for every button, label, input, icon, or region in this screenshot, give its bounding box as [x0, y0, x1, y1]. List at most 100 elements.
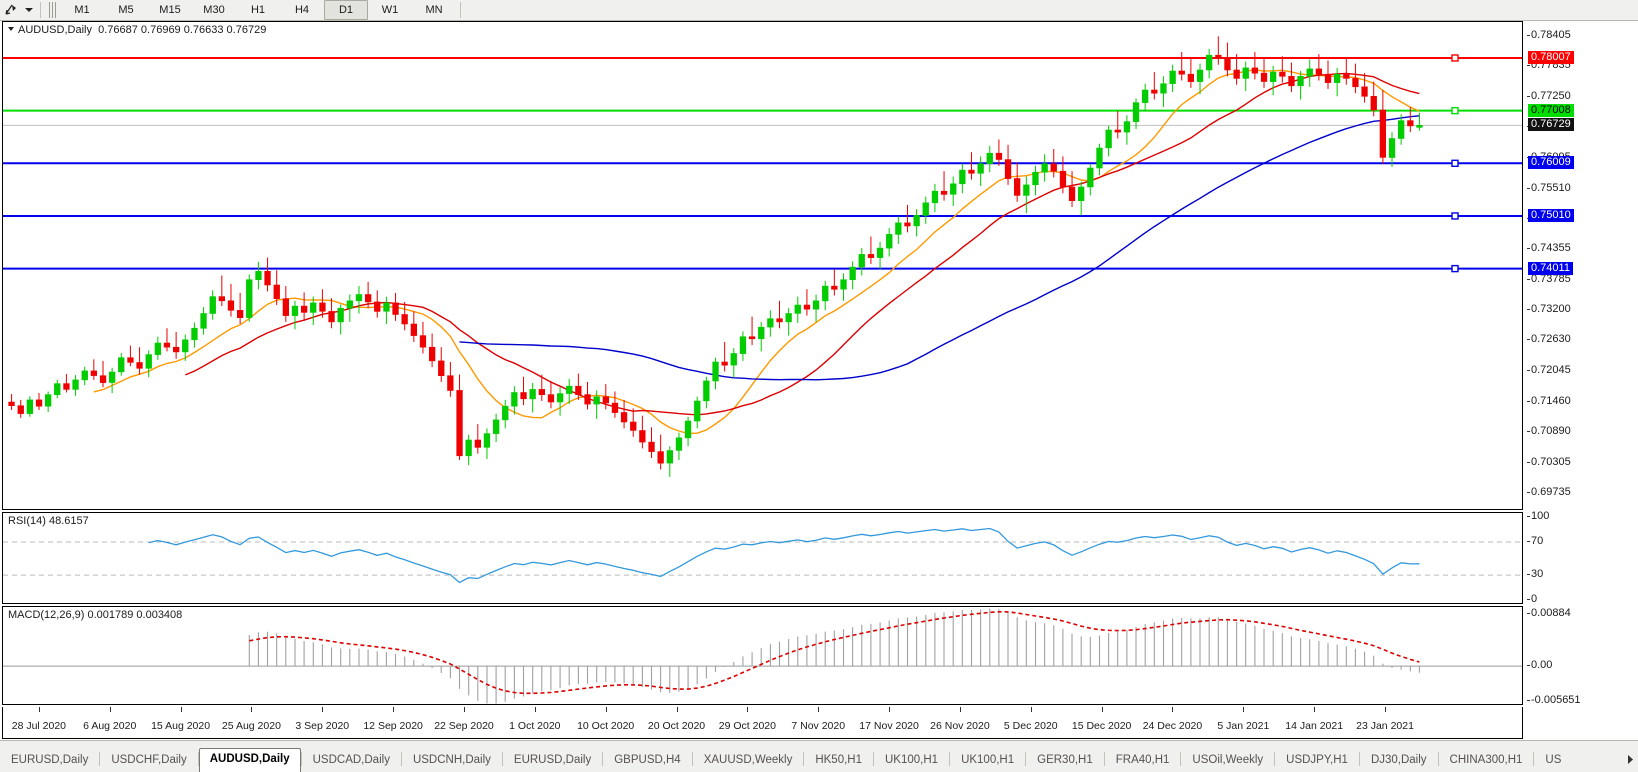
chart-tabs[interactable]: EURUSD,Daily USDCHF,Daily AUDUSD,Daily USDC… — [0, 747, 1622, 772]
timeframe-d1[interactable]: D1 — [324, 0, 368, 20]
timeframe-m1[interactable]: M1 — [74, 4, 90, 16]
candle — [1013, 162, 1021, 202]
chart-tab-bar[interactable]: EURUSD,Daily USDCHF,Daily AUDUSD,Daily USDC… — [0, 740, 1638, 772]
chart-tab-eurusd-daily[interactable]: EURUSD,Daily — [513, 754, 592, 766]
candle-body — [977, 163, 984, 174]
candle — [191, 322, 198, 348]
candle-body — [1215, 54, 1222, 59]
chart-tab-usdchf-daily[interactable]: USDCHF,Daily — [111, 754, 187, 766]
candle — [1407, 106, 1414, 133]
timeframe-m30[interactable]: M30 — [203, 4, 225, 16]
time-tick-mark — [1385, 707, 1387, 712]
candle — [721, 341, 728, 372]
candle-body — [1050, 163, 1057, 172]
chart-tab-uk100-h1[interactable]: UK100,H1 — [885, 754, 939, 766]
timeframe-m5[interactable]: M5 — [118, 4, 134, 16]
chart-tab-gbpusd-h4[interactable]: GBPUSD,H4 — [614, 754, 681, 766]
last-price-tag[interactable]: 0.76729 — [1528, 118, 1574, 132]
candle-body — [547, 394, 555, 403]
candle — [529, 383, 536, 413]
macd-pane[interactable]: MACD(12,26,9) 0.001789 0.003408 — [2, 606, 1523, 705]
candle — [282, 286, 289, 322]
candle-body — [310, 302, 317, 313]
support-line-tag[interactable]: 0.77008 — [1528, 103, 1574, 117]
chart-frame: AUDUSD,Daily 0.76687 0.76969 0.76633 0.7… — [0, 21, 1638, 739]
price-scale[interactable]: 0.784050.778350.772500.766850.760950.755… — [1525, 21, 1638, 719]
chevron-right-icon[interactable] — [1622, 747, 1638, 772]
candle-body — [913, 215, 920, 227]
timeframe-mn[interactable]: MN — [425, 4, 443, 16]
candle-body — [492, 419, 500, 434]
level-line-tag[interactable]: 0.74011 — [1528, 261, 1573, 275]
level-handle-level-3[interactable] — [1451, 264, 1459, 273]
price-tick: 0.71460 — [1527, 395, 1571, 407]
rsi-pane[interactable]: RSI(14) 48.6157 — [2, 512, 1523, 604]
time-axis[interactable]: 28 Jul 2020 6 Aug 2020 15 Aug 2020 25 Aug 2… — [2, 707, 1523, 739]
price-tick: 0.72045 — [1527, 364, 1571, 376]
resistance-line-tag[interactable]: 0.78007 — [1528, 50, 1574, 64]
level-handle-level-1[interactable] — [1451, 159, 1459, 168]
chart-tab-hk50-h1[interactable]: HK50,H1 — [815, 754, 862, 766]
chart-tab-fra40-h1[interactable]: FRA40,H1 — [1115, 754, 1170, 766]
candle — [1297, 71, 1304, 100]
candle-body — [776, 318, 783, 323]
candle — [1361, 73, 1368, 103]
candle — [593, 390, 600, 419]
candle-body — [1288, 75, 1295, 87]
macd-tick: 0.00 — [1527, 659, 1552, 671]
candle-body — [72, 379, 79, 390]
candle-body — [840, 279, 847, 290]
time-tick-mark — [109, 707, 111, 712]
candle — [1260, 58, 1268, 88]
candle — [35, 393, 43, 410]
chevron-down-icon[interactable] — [22, 1, 36, 19]
timeframe-w1[interactable]: W1 — [381, 4, 399, 16]
candle-body — [1041, 163, 1048, 173]
level-handle-level-2[interactable] — [1451, 212, 1459, 220]
chart-tab-usdjpy-h1[interactable]: USDJPY,H1 — [1286, 754, 1348, 766]
chart-tab-audusd-daily[interactable]: AUDUSD,Daily — [198, 748, 301, 772]
candle-body — [730, 353, 737, 366]
candle-body — [767, 318, 774, 328]
candle-body — [428, 346, 436, 362]
candle-body — [675, 437, 683, 451]
chart-tab-dj30-daily[interactable]: DJ30,Daily — [1370, 754, 1427, 766]
price-tick: 0.77250 — [1527, 90, 1571, 102]
time-tick-label: 25 Aug 2020 — [221, 720, 281, 732]
chart-tab-ger30-h1[interactable]: GER30,H1 — [1037, 754, 1093, 766]
timeframe-h4[interactable]: H4 — [294, 4, 310, 16]
chart-tab-usoil-weekly[interactable]: USOil,Weekly — [1192, 754, 1264, 766]
drag-grip-icon[interactable] — [49, 2, 58, 18]
candle — [675, 432, 683, 460]
chart-tab-usdcnh-daily[interactable]: USDCNH,Daily — [412, 754, 491, 766]
candle — [173, 331, 180, 359]
chart-tab-us[interactable]: US — [1545, 754, 1562, 766]
price-pane[interactable]: AUDUSD,Daily 0.76687 0.76969 0.76633 0.7… — [2, 21, 1523, 510]
chart-tab-xauusd-weekly[interactable]: XAUUSD,Weekly — [703, 754, 793, 766]
time-tick-label: 20 Oct 2020 — [647, 720, 706, 732]
level-handle-support[interactable] — [1451, 106, 1459, 115]
timeframe-h1[interactable]: H1 — [250, 4, 266, 16]
level-handle-resistance[interactable] — [1451, 54, 1459, 62]
candle-body — [684, 420, 692, 439]
timeframe-group[interactable]: M1 M5 M15 M30 H1 H4 D1 W1 MN — [60, 0, 456, 20]
chart-tab-eurusd-daily[interactable]: EURUSD,Daily — [11, 754, 89, 766]
candle — [99, 360, 107, 388]
candle-body — [26, 399, 33, 414]
macd-tick: 0.00884 — [1527, 607, 1571, 619]
candle — [1251, 52, 1258, 80]
candle-body — [694, 400, 701, 422]
candle — [1032, 165, 1039, 196]
collapse-triangle-icon[interactable] — [8, 27, 14, 31]
chart-tab-china300-h1[interactable]: CHINA300,H1 — [1449, 754, 1523, 766]
candle-body — [1315, 68, 1322, 75]
crosshair-cursor-icon[interactable] — [0, 1, 22, 19]
time-tick-mark — [1030, 707, 1032, 712]
level-line-tag[interactable]: 0.75010 — [1528, 208, 1574, 222]
level-line-tag[interactable]: 0.76009 — [1528, 156, 1574, 170]
timeframe-m15[interactable]: M15 — [159, 4, 181, 16]
tab-divider — [602, 752, 604, 766]
chart-tab-usdcad-daily[interactable]: USDCAD,Daily — [312, 754, 390, 766]
candle-body — [1334, 73, 1341, 83]
chart-tab-uk100-h1[interactable]: UK100,H1 — [961, 754, 1015, 766]
